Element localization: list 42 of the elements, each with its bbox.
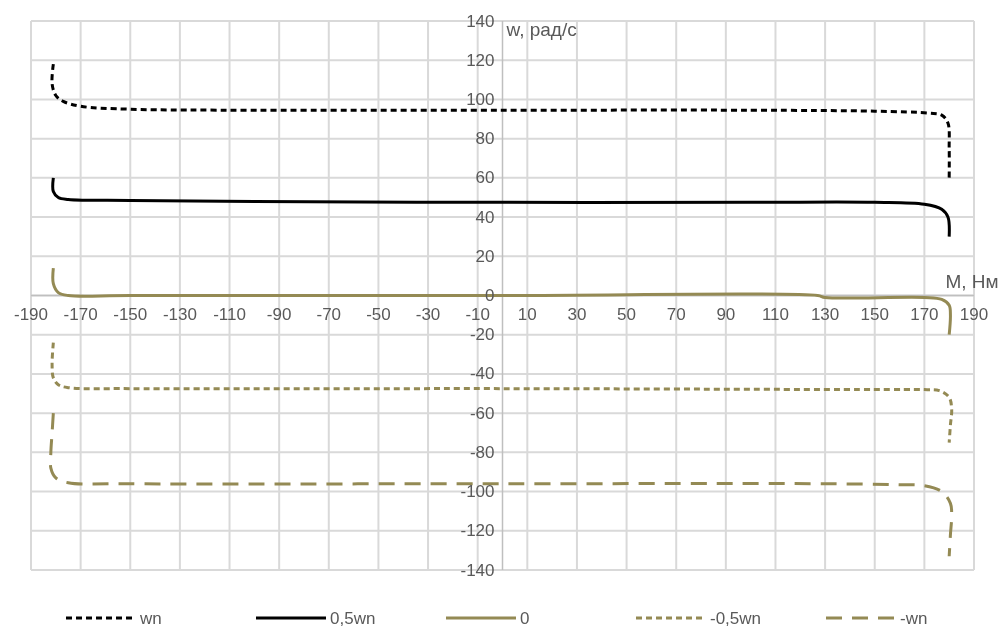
y-tick-label: -80 [469,442,495,462]
x-tick-label: -10 [465,305,490,324]
x-tick-label: 110 [761,305,790,324]
x-tick-label: -150 [113,305,148,324]
y-tick-label: 40 [475,207,495,227]
x-tick-label: -130 [162,305,197,324]
y-tick-label: -20 [469,325,495,345]
x-tick-label: 170 [910,305,939,324]
x-tick-label: 130 [810,305,840,324]
x-tick-label: 150 [860,305,889,324]
x-tick-label: -30 [415,305,441,324]
y-tick-label: 20 [475,246,495,266]
y-tick-label: 120 [466,50,495,70]
x-tick-label: -70 [316,305,342,324]
y-tick-label: 100 [466,89,495,109]
x-tick-label: -110 [213,305,246,324]
line-series [50,341,954,445]
y-tick-label: 140 [466,11,495,31]
legend-label: -wn [900,608,928,628]
legend-label: -0,5wn [710,608,762,628]
y-tick-label: -100 [460,482,495,502]
y-axis-title: w, рад/с [505,18,577,40]
x-tick-label: 10 [517,305,537,324]
y-tick-label: 60 [475,168,495,188]
x-tick-label: 30 [567,305,587,324]
x-tick-label: 70 [666,305,686,324]
y-tick-label: -40 [469,364,495,384]
x-tick-label: 190 [959,305,989,324]
legend-label: wn [139,608,162,628]
x-tick-label: -170 [63,305,98,324]
x-tick-label: -90 [266,305,292,324]
x-tick-label: -190 [13,305,49,324]
y-tick-label: -120 [460,521,495,541]
x-tick-label: 50 [617,305,637,324]
y-tick-label: -60 [469,403,495,423]
y-tick-label: -140 [460,560,495,580]
legend-label: 0,5wn [330,608,376,628]
x-axis-title: М, Нм [945,271,999,292]
x-tick-label: 90 [716,305,736,324]
legend-label: 0 [520,608,530,628]
y-tick-label: 80 [475,129,495,149]
x-tick-label: -50 [366,305,391,324]
